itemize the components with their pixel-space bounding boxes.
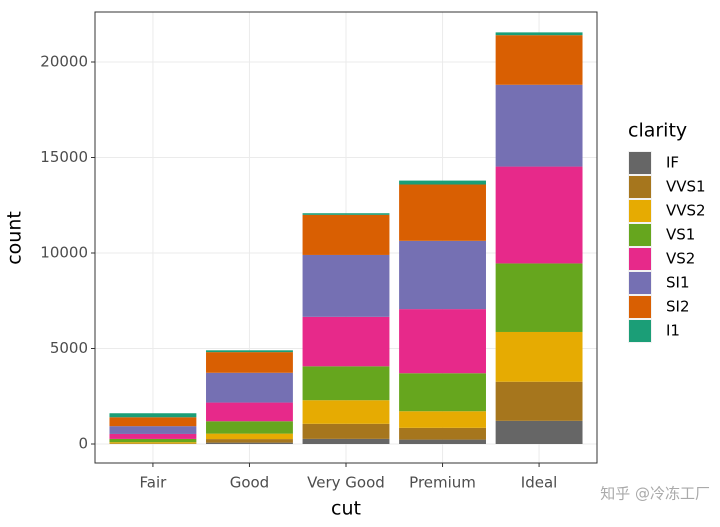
- legend-label: IF: [666, 154, 679, 172]
- x-tick-label: Good: [230, 474, 270, 492]
- x-tick-label: Fair: [140, 474, 168, 492]
- bar-segment: [399, 373, 486, 412]
- legend-swatch: [629, 152, 651, 174]
- bar-segment: [495, 166, 583, 264]
- bar-segment: [206, 372, 293, 403]
- bar-segment: [399, 439, 486, 444]
- bar-segment: [206, 439, 293, 443]
- bar-segment: [206, 350, 293, 353]
- bar-segment: [206, 421, 293, 434]
- bar-segment: [399, 411, 486, 428]
- bar-segment: [109, 417, 197, 427]
- y-tick-label: 20000: [40, 53, 88, 71]
- bar-segment: [302, 213, 390, 215]
- x-tick-label: Very Good: [307, 474, 385, 492]
- legend-swatch: [629, 296, 651, 318]
- bar-segment: [109, 442, 197, 444]
- bar-segment: [495, 35, 583, 85]
- y-tick-label: 0: [78, 434, 88, 452]
- bar-segment: [302, 400, 390, 424]
- x-tick-label: Ideal: [521, 474, 558, 492]
- bar-segment: [495, 381, 583, 421]
- legend-swatch: [629, 272, 651, 294]
- bar-segment: [399, 427, 486, 440]
- bar-segment: [109, 426, 197, 434]
- bar-segment: [206, 402, 293, 422]
- bar-segment: [399, 309, 486, 374]
- bar-segment: [399, 184, 486, 241]
- bar-segment: [302, 423, 390, 439]
- y-tick-label: 15000: [40, 148, 88, 166]
- bar-segment: [495, 331, 583, 382]
- panel-border: [94, 11, 598, 464]
- legend-label: SI2: [666, 298, 690, 316]
- watermark: 知乎 @冷冻工厂: [600, 485, 710, 503]
- legend-swatch: [629, 248, 651, 270]
- legend-label: VS2: [666, 250, 695, 268]
- bar-segment: [109, 433, 197, 439]
- bar-segment: [302, 254, 390, 317]
- legend-swatch: [629, 176, 651, 198]
- bar-segment: [495, 263, 583, 332]
- bar-segment: [302, 366, 390, 401]
- legend-label: I1: [666, 322, 680, 340]
- bar-segment: [109, 413, 197, 418]
- bar-segment: [399, 180, 486, 185]
- legend-label: VVS1: [666, 178, 706, 196]
- bar-segment: [206, 352, 293, 373]
- bar-segment: [495, 32, 583, 36]
- y-tick-label: 10000: [40, 243, 88, 261]
- bar-segment: [109, 438, 197, 443]
- legend-swatch: [629, 320, 651, 342]
- y-axis-title: count: [4, 211, 26, 265]
- legend-title: clarity: [628, 120, 687, 142]
- bar-segment: [302, 316, 390, 367]
- bar-segment: [302, 214, 390, 255]
- legend-label: VS1: [666, 226, 695, 244]
- bar-segment: [206, 442, 293, 444]
- x-tick-label: Premium: [409, 474, 476, 492]
- x-axis-title: cut: [331, 498, 361, 520]
- bar-segment: [206, 433, 293, 440]
- legend-swatch: [629, 200, 651, 222]
- legend-swatch: [629, 224, 651, 246]
- bar-segment: [399, 240, 486, 310]
- bar-segment: [495, 420, 583, 444]
- y-tick-label: 5000: [50, 339, 88, 357]
- legend-label: SI1: [666, 274, 690, 292]
- bar-segment: [495, 84, 583, 167]
- bar-segment: [302, 438, 390, 444]
- legend-label: VVS2: [666, 202, 706, 220]
